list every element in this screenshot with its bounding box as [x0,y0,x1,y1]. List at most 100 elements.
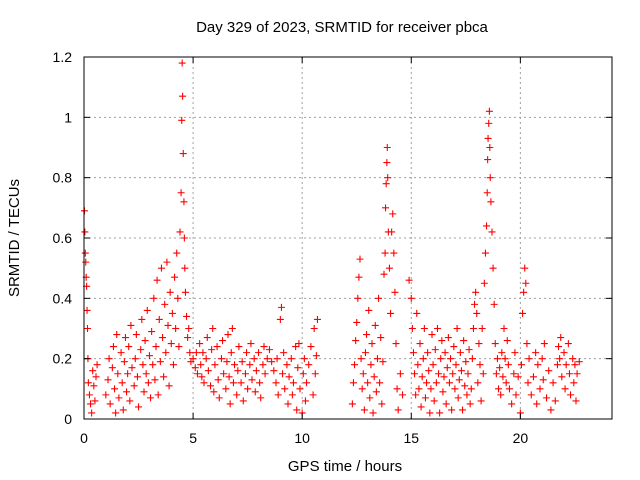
data-point [480,279,488,287]
data-point [270,367,278,375]
data-point [117,349,125,357]
data-point [229,379,237,387]
data-point [357,355,365,363]
data-point [193,370,201,378]
data-point [445,379,453,387]
axis-ticks [83,56,612,420]
data-point [532,349,540,357]
data-point [555,343,563,351]
data-point [111,385,119,393]
data-point [200,379,208,387]
data-point [511,349,519,357]
data-point [185,325,193,332]
data-point [383,159,391,167]
data-point [198,373,206,381]
data-point [119,406,127,414]
data-point [250,355,258,363]
data-point [263,355,271,363]
data-point [438,337,446,345]
data-point [150,294,158,302]
data-point [496,364,504,372]
data-point [191,364,199,372]
data-point [556,355,564,363]
data-point [575,358,583,366]
data-point [176,228,184,236]
data-point [127,321,135,329]
data-point [311,370,319,378]
data-point [300,355,308,363]
data-point [378,400,386,408]
data-point [83,306,91,314]
data-point [472,288,480,296]
x-tick-label: 20 [513,430,529,446]
data-point [495,385,503,393]
data-point [547,406,555,414]
data-point [163,258,171,266]
data-point [90,382,98,390]
data-point [392,340,400,348]
data-point [246,361,254,369]
data-point [484,156,492,164]
data-point [536,385,544,393]
data-point [102,391,110,399]
data-point [259,361,267,369]
data-point [244,385,252,393]
data-point [238,358,246,366]
data-point [252,367,260,375]
data-point [499,373,507,381]
data-point [172,325,180,332]
data-point [376,379,384,387]
data-point [375,294,383,302]
data-point [112,409,120,417]
data-point [387,309,395,317]
data-point [197,361,205,369]
data-point [83,325,91,332]
data-point [570,379,578,387]
data-point [148,328,156,336]
plot-frame [83,56,613,420]
data-point [488,228,496,236]
data-point [468,355,476,363]
data-point [186,349,194,357]
data-point [104,376,112,384]
data-point [520,288,528,296]
x-axis-label: GPS time / hours [288,458,402,475]
data-point [490,300,498,308]
data-point [442,400,450,408]
data-point [268,358,276,366]
data-point [501,355,509,363]
data-point [160,373,168,381]
data-point [289,379,297,387]
data-point [564,340,572,348]
data-point [149,361,157,369]
data-point [131,355,139,363]
data-point [224,331,232,339]
data-point [454,394,462,402]
data-point [299,370,307,378]
data-point [133,373,141,381]
data-point [81,249,89,257]
data-point [431,346,439,354]
data-point [132,331,140,339]
data-point [145,352,153,360]
data-point [512,391,520,399]
data-point [265,346,273,354]
data-point [174,294,182,302]
x-tick-label: 5 [189,430,197,446]
data-point [247,340,255,348]
data-point [508,400,516,408]
data-point [391,288,399,296]
data-point [173,249,181,257]
data-point [199,349,207,357]
data-point [504,361,512,369]
data-point [365,306,373,314]
data-point [471,300,479,308]
data-point [184,334,192,342]
data-point [284,400,292,408]
data-point [196,340,204,348]
data-point [379,358,387,366]
data-point [155,315,163,323]
data-point [180,234,188,242]
